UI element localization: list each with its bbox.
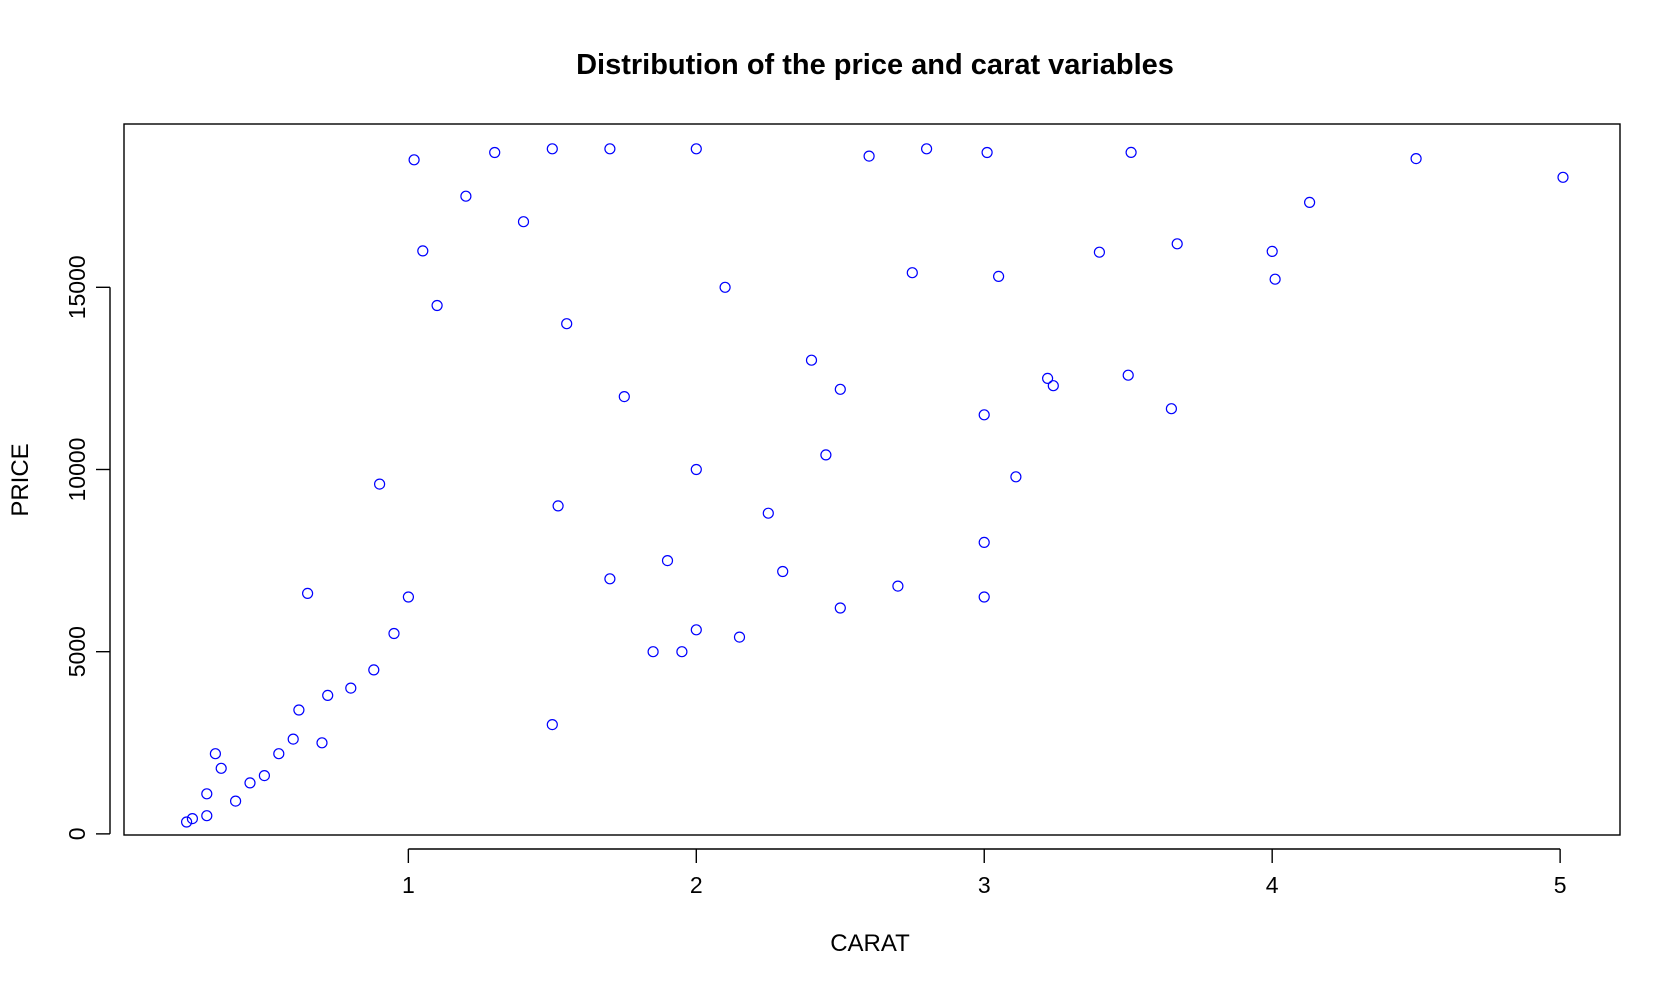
data-point: [920, 143, 933, 155]
data-point: [293, 704, 305, 716]
data-point: [561, 318, 573, 330]
data-point: [1266, 245, 1278, 257]
y-axis: 0 5000 10000 15000: [64, 255, 111, 840]
data-point: [647, 646, 659, 658]
data-point: [287, 733, 299, 745]
data-point: [368, 664, 380, 676]
chart-title: Distribution of the price and carat vari…: [576, 49, 1174, 81]
data-point: [546, 143, 558, 155]
data-point: [834, 602, 846, 614]
data-point: [517, 216, 530, 228]
data-point: [820, 449, 832, 461]
data-point: [388, 627, 400, 640]
y-tick-label: 0: [64, 827, 90, 840]
x-axis: 1 2 3 4 5: [402, 848, 1567, 898]
data-point: [719, 281, 731, 293]
data-point: [374, 478, 386, 490]
data-point: [733, 631, 746, 643]
data-point: [1165, 403, 1178, 415]
data-point: [690, 463, 702, 476]
x-tick-label: 1: [402, 872, 415, 898]
data-point: [244, 777, 256, 789]
data-point: [762, 507, 774, 519]
x-tick-label: 3: [978, 872, 991, 898]
data-point: [552, 500, 564, 512]
data-point: [546, 718, 558, 731]
data-point: [604, 143, 616, 155]
data-point: [402, 591, 414, 603]
data-point: [1125, 146, 1137, 158]
data-point: [1410, 153, 1422, 165]
data-point: [661, 554, 674, 567]
data-point: [417, 245, 429, 257]
y-tick-label: 10000: [64, 438, 90, 502]
data-point: [316, 737, 328, 749]
data-point: [186, 812, 198, 825]
data-point: [676, 646, 688, 658]
data-point: [209, 748, 221, 760]
data-point: [230, 795, 242, 807]
data-point: [1269, 273, 1281, 285]
data-point: [992, 270, 1005, 282]
plot-frame: [123, 123, 1621, 836]
data-point: [978, 409, 990, 421]
data-point: [201, 788, 213, 800]
data-point: [273, 748, 285, 760]
data-point: [431, 299, 443, 312]
data-point: [1303, 196, 1316, 208]
data-point: [690, 624, 702, 636]
data-point: [181, 816, 193, 828]
data-point: [1093, 246, 1106, 258]
data-point: [201, 810, 213, 822]
data-point: [892, 580, 904, 592]
data-point: [777, 565, 789, 578]
data-point: [978, 536, 990, 549]
data-point: [981, 146, 993, 159]
data-point: [345, 682, 357, 694]
data-point: [1041, 372, 1054, 384]
data-point: [460, 190, 472, 202]
x-axis-label: CARAT: [830, 930, 910, 957]
data-point: [690, 143, 702, 155]
data-point: [618, 391, 630, 403]
data-point: [489, 146, 501, 159]
data-point: [1122, 369, 1134, 381]
data-point: [834, 383, 846, 395]
data-point: [978, 591, 990, 603]
data-point: [322, 689, 334, 702]
data-points: [181, 143, 1569, 828]
data-point: [1171, 238, 1183, 250]
x-tick-label: 4: [1266, 872, 1279, 898]
data-point: [302, 587, 314, 600]
data-point: [604, 573, 616, 585]
data-point: [805, 354, 818, 366]
y-tick-label: 5000: [64, 626, 90, 677]
data-point: [906, 267, 918, 279]
data-point: [215, 762, 227, 774]
data-point: [863, 150, 875, 162]
y-tick-label: 15000: [64, 255, 90, 319]
y-axis-label: PRICE: [7, 443, 34, 516]
data-point: [408, 154, 420, 166]
x-tick-label: 5: [1554, 872, 1567, 898]
x-tick-label: 2: [690, 872, 703, 898]
data-point: [1557, 171, 1569, 183]
data-point: [1010, 471, 1022, 483]
data-point: [1047, 380, 1059, 392]
data-point: [258, 769, 270, 782]
